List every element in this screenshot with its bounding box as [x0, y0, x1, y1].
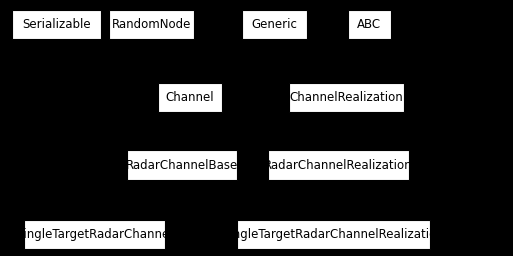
Text: RadarChannelRealization: RadarChannelRealization: [264, 159, 413, 172]
Text: RandomNode: RandomNode: [112, 18, 191, 31]
FancyBboxPatch shape: [348, 9, 391, 39]
FancyBboxPatch shape: [268, 151, 409, 180]
Text: ChannelRealization: ChannelRealization: [289, 91, 403, 104]
Text: Generic: Generic: [251, 18, 298, 31]
FancyBboxPatch shape: [109, 9, 193, 39]
FancyBboxPatch shape: [237, 219, 429, 249]
FancyBboxPatch shape: [242, 9, 307, 39]
FancyBboxPatch shape: [288, 82, 404, 112]
Text: ABC: ABC: [357, 18, 382, 31]
FancyBboxPatch shape: [12, 9, 102, 39]
FancyBboxPatch shape: [24, 219, 165, 249]
Text: SingleTargetRadarChannelRealization: SingleTargetRadarChannelRealization: [223, 228, 444, 241]
FancyBboxPatch shape: [127, 151, 237, 180]
Text: Channel: Channel: [166, 91, 214, 104]
Text: SingleTargetRadarChannel: SingleTargetRadarChannel: [16, 228, 173, 241]
FancyBboxPatch shape: [158, 82, 222, 112]
Text: RadarChannelBase: RadarChannelBase: [126, 159, 238, 172]
Text: Serializable: Serializable: [22, 18, 91, 31]
